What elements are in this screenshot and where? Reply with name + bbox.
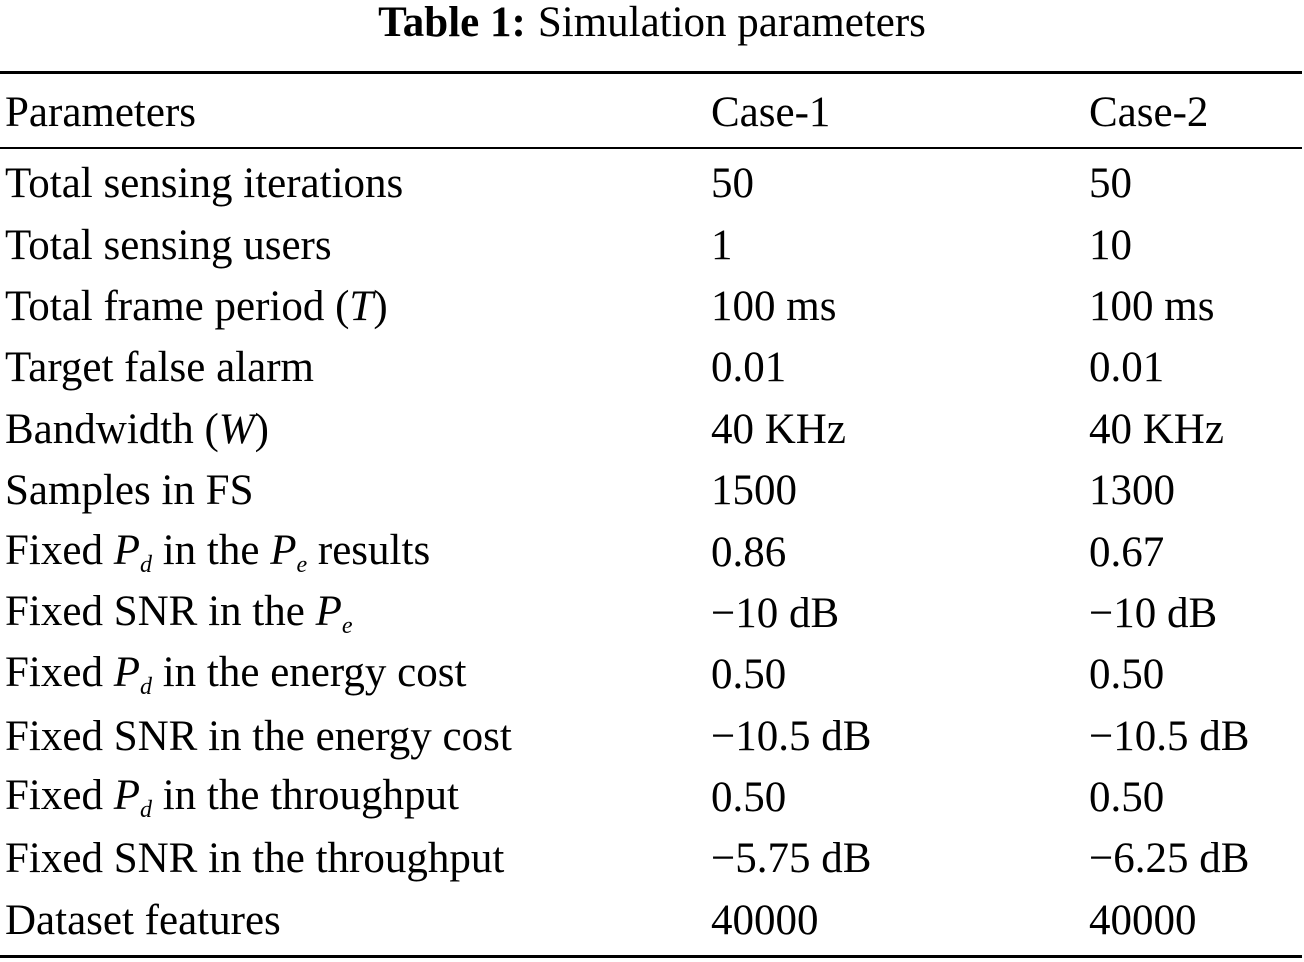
table-row: Fixed SNR in the throughput −5.75 dB −6.… (5, 828, 1304, 889)
subscript-e: e (296, 551, 308, 578)
table-row: Fixed Pd in the Pe results 0.86 0.67 (5, 521, 1304, 582)
param-cell: Fixed SNR in the Pe (5, 583, 711, 644)
case-1-cell: 0.50 (711, 651, 787, 699)
table-row: Samples in FS 1500 1300 (5, 460, 1304, 521)
table-row: Fixed SNR in the Pe −10 dB −10 dB (5, 583, 1304, 644)
case-2-cell: 0.67 (1089, 528, 1165, 576)
header-case-2: Case-2 (1089, 88, 1209, 136)
case-1-cell: −10 dB (711, 589, 840, 637)
table-row: Target false alarm 0.01 0.01 (5, 337, 1304, 398)
symbol-p: P (270, 526, 297, 574)
param-cell: Fixed Pd in the throughput (5, 767, 711, 828)
param-text: Total frame period ( (5, 282, 350, 330)
case-1-cell: 1 (711, 221, 733, 269)
table-row: Fixed Pd in the energy cost 0.50 0.50 (5, 644, 1304, 705)
case-2-cell: 40000 (1089, 896, 1197, 944)
table-row: Dataset features 40000 40000 (5, 890, 1304, 951)
param-cell: Target false alarm (5, 344, 314, 392)
param-text: in the energy cost (151, 649, 467, 697)
case-1-cell: 50 (711, 160, 754, 208)
table-row: Total sensing users 1 10 (5, 214, 1304, 275)
param-text: ) (373, 282, 388, 330)
case-1-cell: 1500 (711, 467, 797, 515)
symbol-w: W (218, 405, 255, 453)
param-cell: Fixed SNR in the energy cost (5, 712, 512, 760)
table-row: Fixed Pd in the throughput 0.50 0.50 (5, 767, 1304, 828)
case-2-cell: −10.5 dB (1089, 712, 1250, 760)
case-1-cell: 0.01 (711, 344, 787, 392)
symbol-p: P (113, 649, 140, 697)
parameters-table: Parameters Case-1 Case-2 Total sensing i… (5, 76, 1304, 951)
param-text: Fixed SNR in the (5, 587, 316, 635)
param-cell: Samples in FS (5, 467, 254, 515)
case-2-cell: −10 dB (1089, 589, 1218, 637)
header-row: Parameters Case-1 Case-2 (5, 76, 1304, 148)
top-rule (0, 71, 1302, 74)
param-text: in the (151, 526, 271, 574)
param-cell: Fixed Pd in the energy cost (5, 644, 711, 705)
case-2-cell: 1300 (1089, 467, 1175, 515)
subscript-d: d (139, 674, 152, 701)
param-text: in the throughput (151, 772, 459, 820)
case-2-cell: −6.25 dB (1089, 835, 1250, 883)
table-row: Total sensing iterations 50 50 (5, 148, 1304, 214)
param-text: results (307, 526, 431, 574)
param-cell: Fixed Pd in the Pe results (5, 521, 711, 582)
table-caption: Table 1: Simulation parameters (0, 0, 1304, 52)
table-row: Total frame period (T) 100 ms 100 ms (5, 276, 1304, 337)
param-text: Fixed (5, 526, 114, 574)
case-1-cell: 40 KHz (711, 405, 846, 453)
case-2-cell: 40 KHz (1089, 405, 1224, 453)
param-text: Fixed (5, 649, 114, 697)
symbol-p: P (113, 526, 140, 574)
caption-label: Table 1: (378, 0, 526, 46)
param-text: Bandwidth ( (5, 405, 219, 453)
case-2-cell: 100 ms (1089, 282, 1215, 330)
param-cell: Dataset features (5, 896, 281, 944)
case-2-cell: 0.50 (1089, 774, 1165, 822)
table-row: Bandwidth (W) 40 KHz 40 KHz (5, 399, 1304, 460)
case-1-cell: −10.5 dB (711, 712, 872, 760)
case-1-cell: 100 ms (711, 282, 837, 330)
param-cell: Fixed SNR in the throughput (5, 835, 505, 883)
header-case-1: Case-1 (711, 88, 831, 136)
case-1-cell: 0.86 (711, 528, 787, 576)
case-2-cell: 50 (1089, 160, 1132, 208)
case-1-cell: 40000 (711, 896, 819, 944)
param-text: ) (254, 405, 269, 453)
subscript-e: e (341, 612, 353, 639)
case-2-cell: 10 (1089, 221, 1132, 269)
case-1-cell: −5.75 dB (711, 835, 872, 883)
subscript-d: d (139, 797, 152, 824)
table-row: Fixed SNR in the energy cost −10.5 dB −1… (5, 706, 1304, 767)
param-text: Fixed (5, 772, 114, 820)
caption-title: Simulation parameters (537, 0, 926, 46)
header-parameters: Parameters (5, 88, 197, 136)
symbol-t: T (349, 282, 374, 330)
symbol-p: P (315, 587, 342, 635)
param-cell: Bandwidth (W) (5, 399, 711, 460)
param-cell: Total sensing users (5, 221, 332, 269)
case-2-cell: 0.01 (1089, 344, 1165, 392)
subscript-d: d (139, 551, 152, 578)
header-rule (0, 147, 1302, 149)
bottom-rule (0, 955, 1302, 958)
symbol-p: P (113, 772, 140, 820)
case-1-cell: 0.50 (711, 774, 787, 822)
param-cell: Total frame period (T) (5, 276, 711, 337)
case-2-cell: 0.50 (1089, 651, 1165, 699)
param-cell: Total sensing iterations (5, 160, 404, 208)
